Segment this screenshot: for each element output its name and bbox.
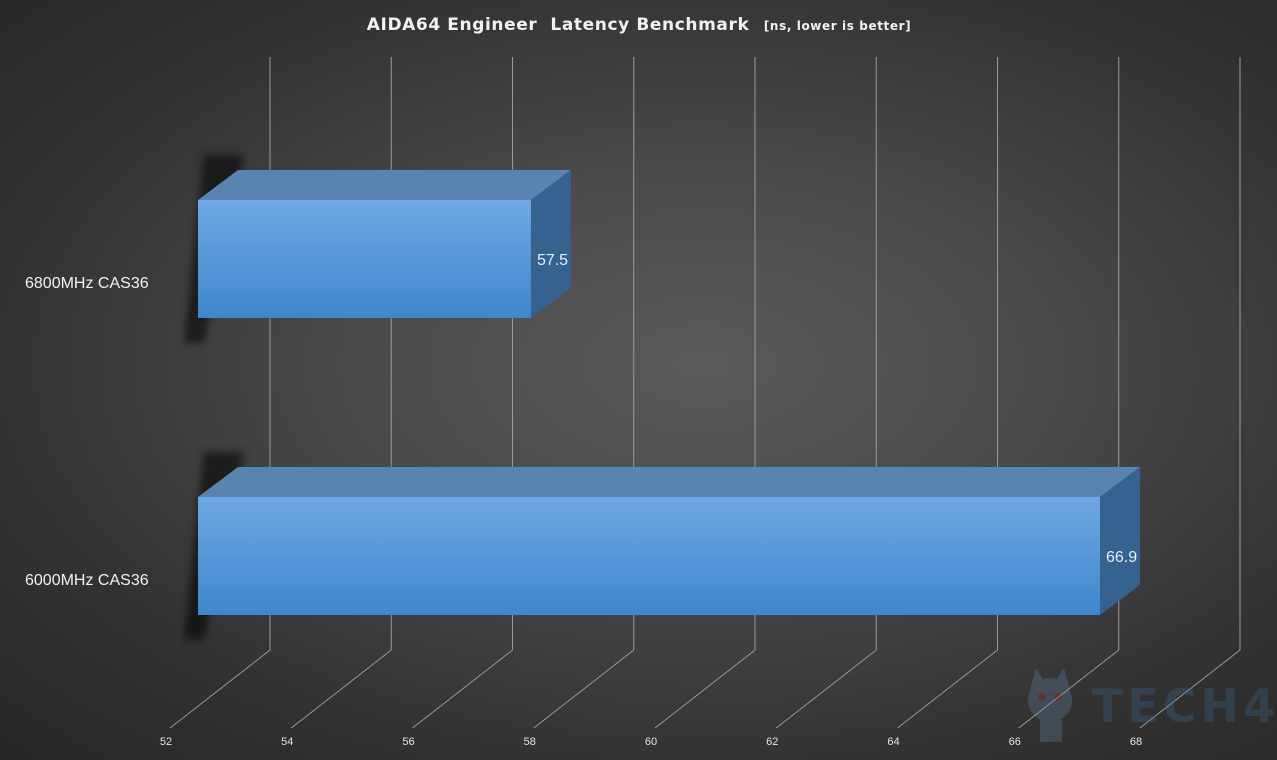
bar-front-0 — [198, 200, 531, 318]
bar-side-face-0 — [530, 170, 571, 318]
category-label-0: 6800MHz CAS36 — [25, 275, 149, 292]
chart-title-subtitle: [ns, lower is better] — [764, 19, 911, 33]
floor-gridline-62 — [775, 649, 877, 729]
bar-front-1 — [198, 497, 1100, 615]
tick-label-56: 56 — [402, 736, 414, 748]
floor-gridline-52 — [169, 649, 271, 729]
bar-side-face-1 — [1100, 467, 1140, 615]
tick-label-60: 60 — [645, 736, 657, 748]
data-label-0: 57.5 — [537, 252, 568, 269]
gridlines — [169, 57, 1241, 729]
tick-label-66: 66 — [1009, 736, 1021, 748]
bar-top-face-1 — [198, 467, 1140, 497]
mascot-icon — [1028, 668, 1072, 742]
category-label-1: 6000MHz CAS36 — [25, 572, 149, 589]
floor-gridline-54 — [290, 649, 392, 729]
tick-label-58: 58 — [524, 736, 536, 748]
floor-gridline-64 — [897, 649, 998, 729]
floor-gridline-58 — [533, 649, 635, 729]
floor-gridline-60 — [654, 649, 756, 729]
tick-label-52: 52 — [160, 736, 172, 748]
data-label-1: 66.9 — [1106, 549, 1137, 566]
data-labels: 57.5 66.9 — [537, 252, 1137, 566]
tick-label-68: 68 — [1130, 736, 1142, 748]
chart-title-main: AIDA64 Engineer Latency Benchmark — [367, 15, 750, 35]
floor-gridline-56 — [412, 649, 513, 729]
x-axis-ticks: 52 54 56 58 60 62 64 66 68 — [160, 736, 1142, 748]
floor-gridline-68 — [1139, 649, 1241, 729]
floor-gridline-66 — [1018, 649, 1120, 729]
tick-label-54: 54 — [281, 736, 293, 748]
chart-title: AIDA64 Engineer Latency Benchmark [ns, l… — [367, 15, 911, 35]
bars — [198, 170, 1140, 615]
bar-top-face-0 — [198, 170, 571, 200]
watermark-text: TECH4GAMERS — [1092, 679, 1277, 733]
y-axis-categories: 6800MHz CAS36 6000MHz CAS36 — [25, 275, 149, 589]
watermark-logo: TECH4GAMERS — [1028, 668, 1277, 742]
tick-label-64: 64 — [887, 736, 899, 748]
tick-label-62: 62 — [766, 736, 778, 748]
